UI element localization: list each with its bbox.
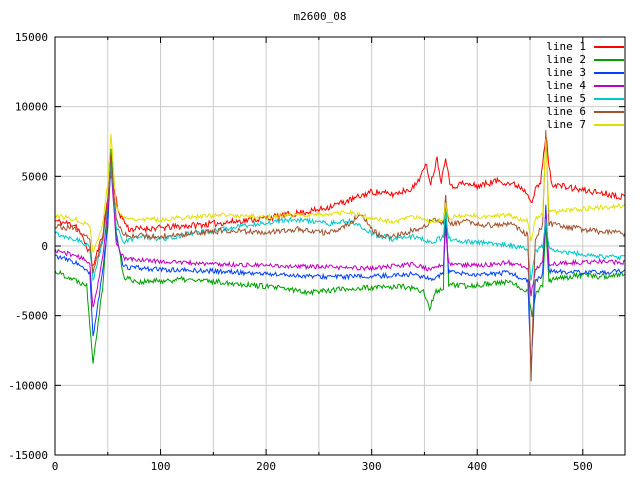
legend-swatch (594, 123, 624, 126)
legend-label: line 7 (546, 118, 586, 131)
legend-label: line 4 (546, 79, 586, 92)
series-line-1 (54, 136, 626, 266)
legend-swatch (594, 110, 624, 113)
y-tick-label: -10000 (8, 379, 48, 392)
y-tick-label: 10000 (15, 101, 48, 114)
legend-label: line 6 (546, 105, 586, 118)
legend-label: line 2 (546, 53, 586, 66)
series-line-5 (54, 162, 625, 282)
legend-item: line 1 (546, 40, 624, 53)
legend: line 1 line 2 line 3 line 4 line 5 line 6 line… (546, 40, 624, 131)
x-tick-label: 0 (52, 460, 59, 473)
series-line-4 (54, 163, 626, 308)
legend-item: line 3 (546, 66, 624, 79)
x-tick-label: 100 (151, 460, 171, 473)
x-tick-label: 500 (573, 460, 593, 473)
series-line-6 (54, 130, 626, 382)
legend-item: line 6 (546, 105, 624, 118)
legend-item: line 5 (546, 92, 624, 105)
legend-label: line 5 (546, 92, 586, 105)
legend-swatch (594, 97, 624, 100)
legend-label: line 3 (546, 66, 586, 79)
series-line-3 (54, 158, 626, 371)
x-tick-label: 400 (467, 460, 487, 473)
series-line-2 (54, 148, 626, 364)
y-tick-label: 15000 (15, 31, 48, 44)
legend-label: line 1 (546, 40, 586, 53)
legend-swatch (594, 58, 624, 61)
legend-item: line 4 (546, 79, 624, 92)
y-tick-label: 5000 (22, 170, 49, 183)
y-tick-label: -5000 (15, 310, 48, 323)
y-tick-label: 0 (41, 240, 48, 253)
legend-swatch (594, 45, 624, 48)
legend-swatch (594, 71, 624, 74)
legend-swatch (594, 84, 624, 87)
x-tick-label: 200 (256, 460, 276, 473)
x-tick-label: 300 (362, 460, 382, 473)
legend-item: line 2 (546, 53, 624, 66)
chart-title: m2600_08 (293, 10, 347, 23)
legend-item: line 7 (546, 118, 624, 131)
series-line-7 (54, 133, 626, 254)
y-tick-label: -15000 (8, 449, 48, 462)
